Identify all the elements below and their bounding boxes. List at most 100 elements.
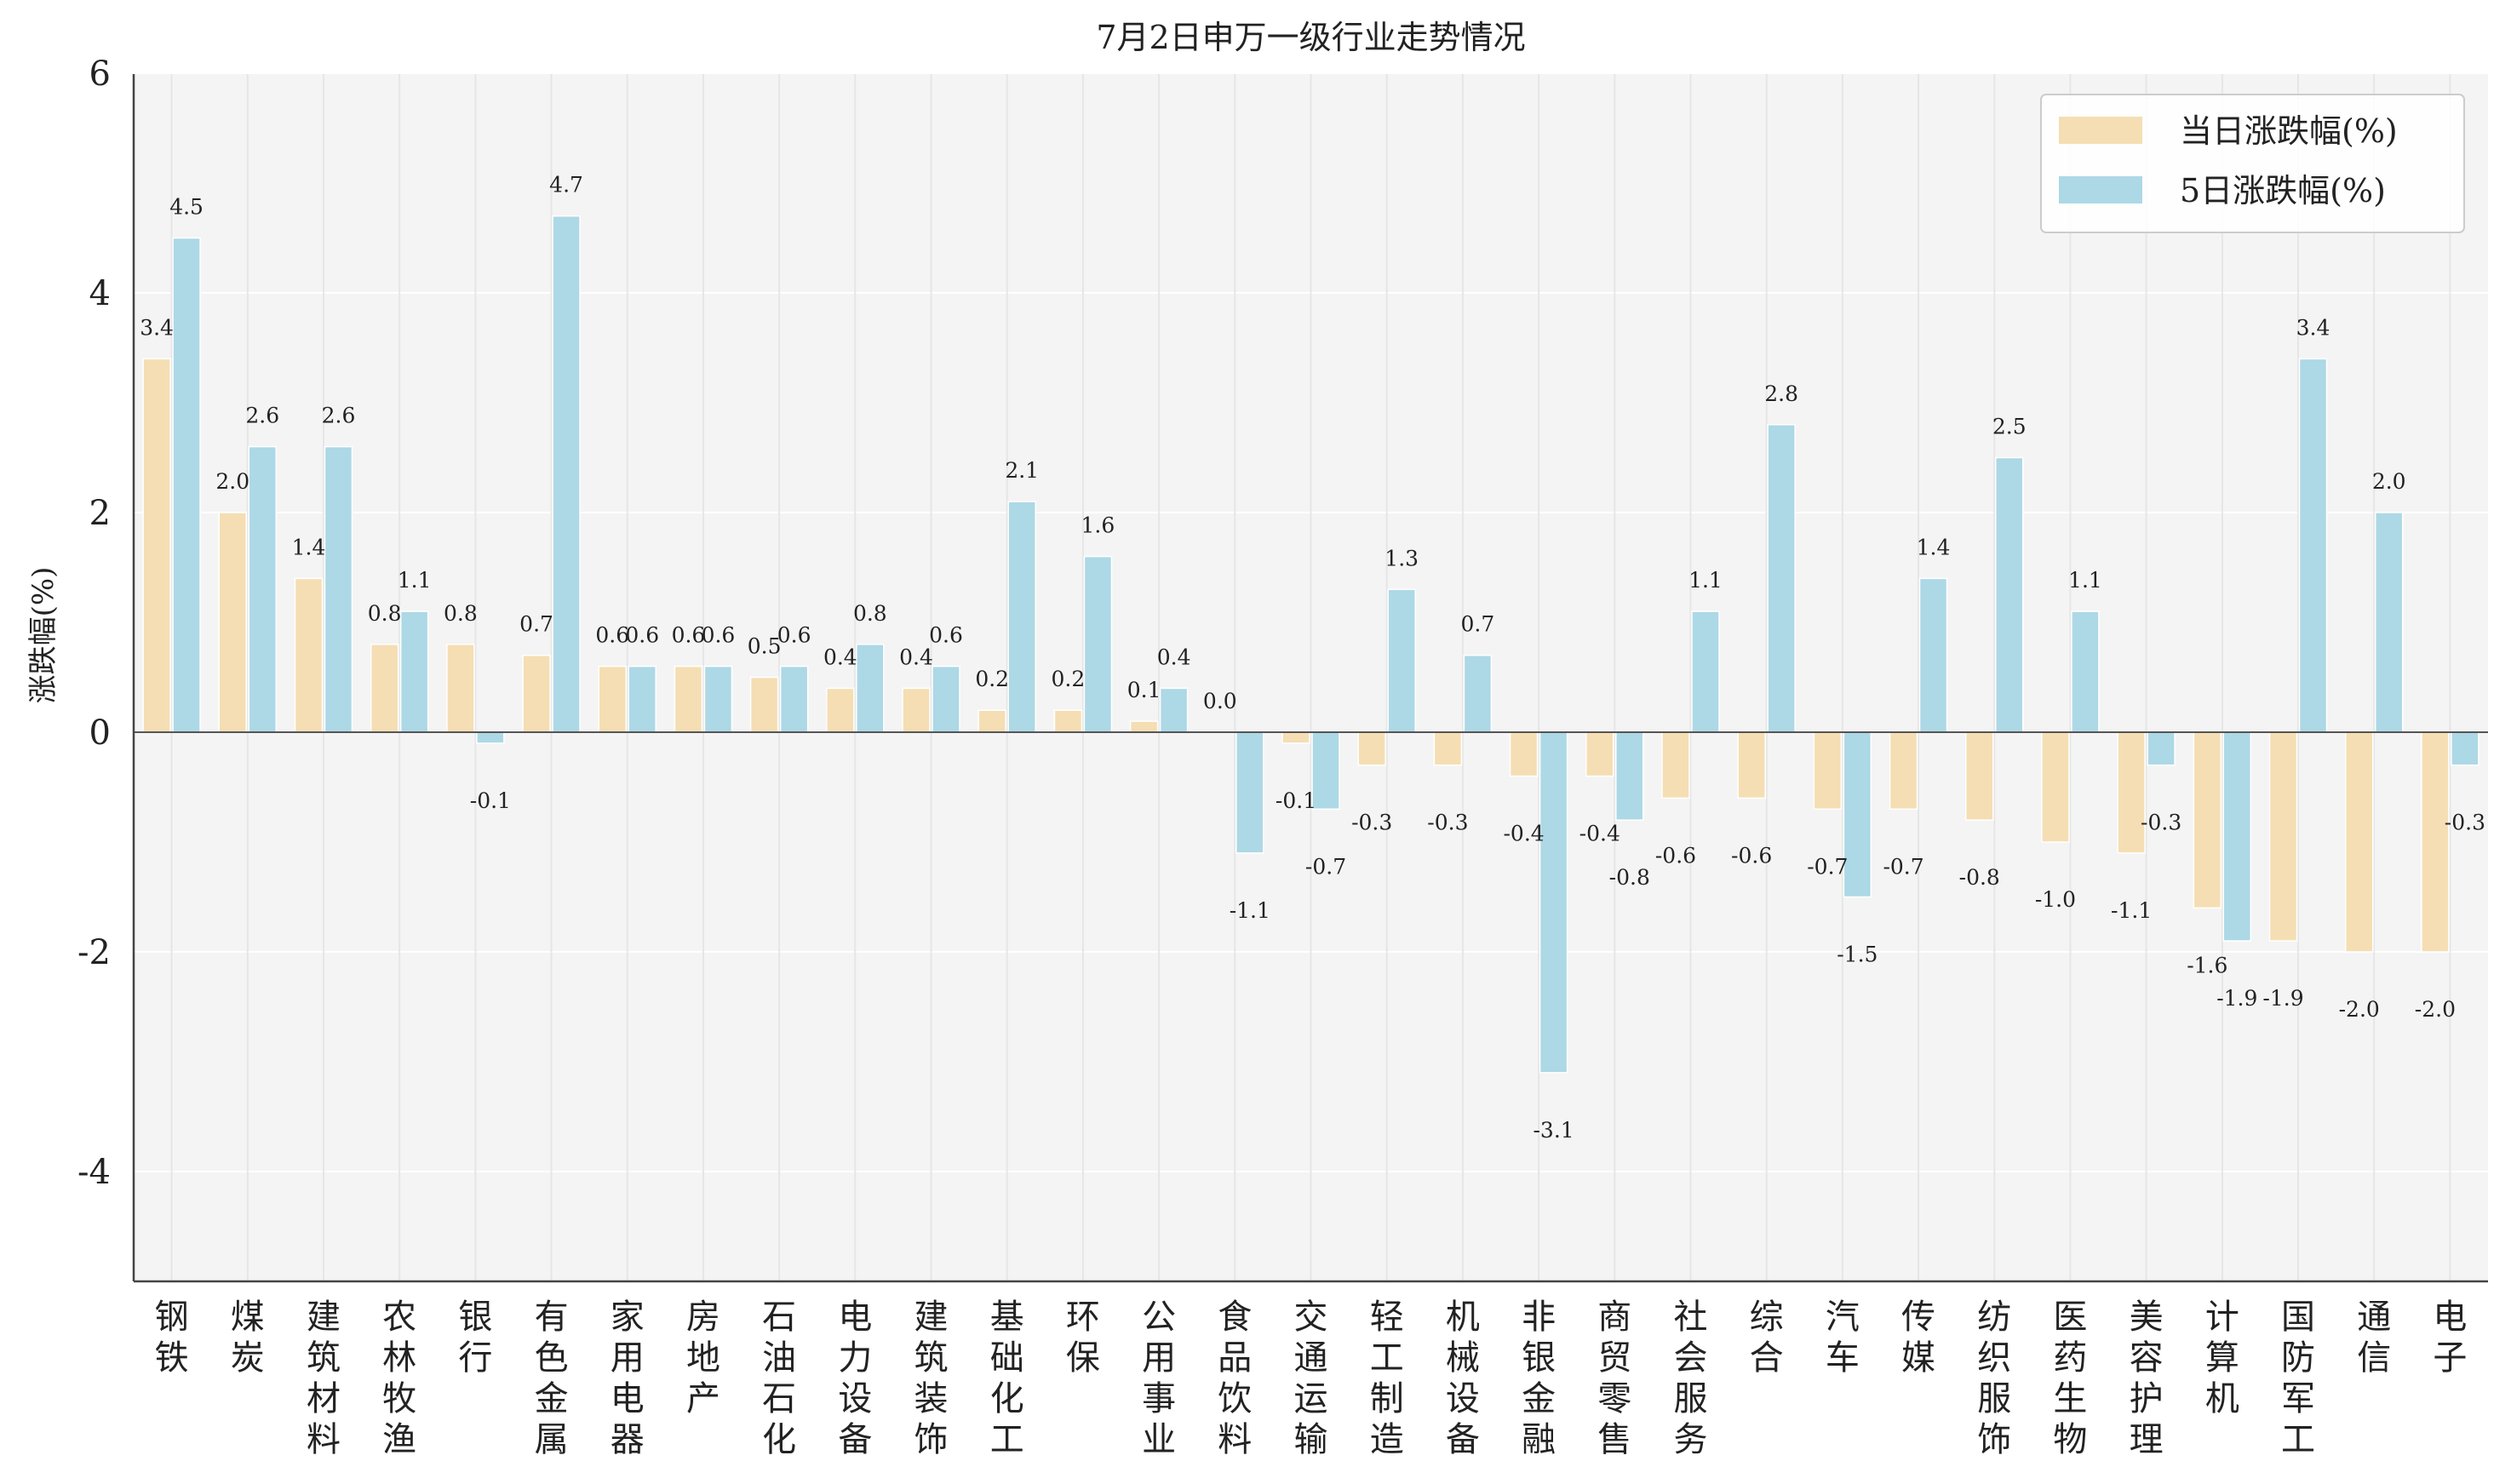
bar [2268,731,2298,942]
data-label: -1.1 [1230,898,1270,923]
bar [446,644,475,733]
bar [2421,731,2450,953]
y-tick-label: 4 [89,274,111,313]
category-label: 建筑装饰 [914,1298,949,1459]
bar [172,237,201,733]
data-label: -1.1 [2111,898,2152,923]
category-label: 综合 [1750,1298,1784,1378]
data-label: -0.1 [1276,788,1316,813]
bar [826,687,855,733]
category-label: 传媒 [1901,1298,1935,1378]
data-label: 0.4 [899,645,933,669]
bar [1357,731,1386,766]
category-label: 国防军工 [2281,1298,2315,1459]
bar [2071,610,2100,733]
bar [1053,709,1083,733]
legend-label: 5日涨跌幅(%) [2180,172,2386,209]
category-label: 机械设备 [1446,1298,1480,1459]
category-label: 汽车 [1826,1298,1860,1378]
data-label: 0.6 [672,623,706,648]
data-label: 2.0 [215,469,249,494]
bar [2193,731,2222,909]
bar [2344,731,2374,953]
bar [1463,654,1493,733]
bar [248,445,278,733]
bar [779,665,809,733]
data-label: 1.6 [1081,513,1115,538]
bar [2041,731,2070,843]
bar [2147,731,2176,766]
bar [598,665,628,733]
category-label: 电力设备 [838,1298,872,1459]
data-label: -0.3 [2445,811,2485,835]
bar [1737,731,1766,799]
y-tick-label: 0 [89,713,111,753]
data-label: 0.6 [777,623,811,648]
data-label: 0.2 [1052,667,1086,691]
data-label: 0.4 [1157,645,1191,669]
category-label: 计算机 [2205,1298,2239,1418]
data-label: 0.4 [823,645,857,669]
bar [1311,731,1340,811]
bar [370,644,399,733]
y-tick-label: -4 [77,1153,111,1192]
category-label: 医药生物 [2053,1298,2087,1459]
data-label: -1.0 [2035,887,2076,912]
category-label: 电子 [2433,1298,2467,1378]
data-label: -2.0 [2415,997,2456,1022]
data-label: 3.4 [140,315,174,340]
bar [1889,731,1918,811]
bar [1691,610,1720,733]
bar [1661,731,1690,799]
category-label: 纺织服饰 [1977,1298,2011,1459]
category-label: 非银金融 [1522,1298,1556,1459]
legend-box [2040,94,2465,233]
category-label: 家用电器 [611,1298,645,1459]
category-label: 有色金属 [535,1298,569,1459]
data-label: 0.2 [975,667,1009,691]
data-label: 3.4 [2296,315,2330,340]
data-label: -0.4 [1579,822,1620,846]
bar [1129,720,1159,733]
bar [856,644,885,733]
data-label: 2.6 [245,404,279,428]
bar [1994,456,2024,733]
data-label: 0.6 [929,623,963,648]
category-label: 基础化工 [990,1298,1024,1459]
data-label: -0.3 [1351,811,1392,835]
data-label: -0.6 [1655,843,1696,868]
bar [476,731,505,744]
category-label: 房地产 [686,1298,720,1418]
data-label: 4.5 [169,195,204,220]
data-label: 0.8 [444,601,478,626]
data-label: 0.5 [748,634,782,659]
category-label: 社会服务 [1673,1298,1707,1459]
data-label: -1.9 [2262,986,2303,1011]
data-label: -0.4 [1503,822,1544,846]
legend-swatch [2059,176,2142,203]
data-label: 1.1 [398,568,432,593]
y-tick-label: 2 [89,494,111,533]
data-label: -0.7 [1807,854,1848,879]
legend-label: 当日涨跌幅(%) [2180,112,2398,150]
data-label: 1.1 [2068,568,2102,593]
bar [324,445,353,733]
data-label: -1.5 [1837,943,1878,967]
data-label: -1.6 [2187,953,2227,977]
data-label: -2.0 [2339,997,2380,1022]
data-label: -0.7 [1883,854,1923,879]
bar [1235,731,1264,854]
category-label: 公用事业 [1142,1298,1176,1459]
y-tick-label: 6 [89,54,111,94]
bar [2222,731,2252,942]
category-label: 建筑材料 [307,1298,341,1459]
bar [522,654,551,733]
data-label: 0.7 [519,612,553,637]
data-label: 1.1 [1688,568,1723,593]
bar [703,665,733,733]
bar [1767,424,1796,733]
data-label: 2.5 [1992,415,2027,439]
data-label: -0.3 [2141,811,2181,835]
data-label: 0.6 [625,623,659,648]
